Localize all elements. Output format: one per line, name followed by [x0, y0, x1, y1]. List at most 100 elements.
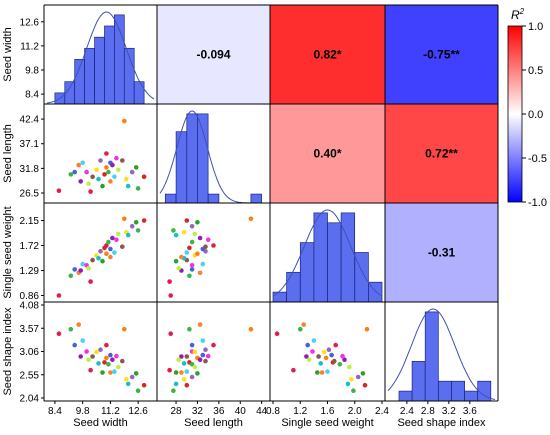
correlation-value: 0.40* — [313, 147, 341, 161]
scatter-point — [135, 228, 141, 233]
scatter-point — [88, 279, 93, 284]
scatter-point — [195, 251, 200, 256]
scatter-point — [197, 235, 203, 241]
scatter-point — [306, 357, 312, 363]
correlation-value: -0.094 — [196, 48, 230, 62]
y-tick-label: 3.06 — [20, 347, 40, 358]
scatter-point — [362, 382, 368, 388]
scatter-point — [211, 342, 216, 348]
y-tick-label: 9.8 — [25, 66, 39, 77]
scatter-point — [106, 169, 111, 175]
scatter-point — [319, 370, 325, 375]
scatter-point — [76, 162, 81, 168]
colorbar-tick-label: 0.5 — [528, 65, 543, 77]
y-axis-1: 8.4 9.8 11.2 12.6 Seed width — [2, 17, 44, 101]
scatter-point — [114, 353, 119, 359]
scatter-point — [78, 268, 83, 273]
scatter-point — [342, 357, 347, 363]
scatter-point — [86, 265, 91, 271]
scatter-point — [96, 255, 101, 261]
scatter-point — [125, 183, 131, 189]
scatter-point — [195, 220, 200, 225]
scatter-point — [96, 361, 101, 366]
scatter-point — [301, 322, 307, 327]
scatter-point — [68, 273, 74, 279]
y-tick-label: 8.4 — [25, 90, 39, 101]
scatter-point — [315, 370, 320, 375]
scatter-point — [200, 352, 206, 358]
colorbar-tick-label: 1.0 — [528, 21, 543, 33]
x-tick-label: 2.0 — [348, 406, 362, 417]
scatter-point — [102, 172, 107, 177]
histogram-bar — [438, 380, 452, 402]
x-tick-label: 3.2 — [442, 406, 456, 417]
scatter-point — [76, 322, 81, 327]
scatter-point — [108, 254, 113, 260]
scatter-point — [176, 357, 181, 363]
colorbar-ticks: 1.0 0.5 0.0 -0.5 -1.0 — [522, 21, 547, 209]
scatter-point — [124, 176, 129, 182]
histogram-bar — [250, 193, 262, 204]
scatter-point — [332, 358, 337, 364]
y-tick-label: 1.72 — [20, 241, 40, 252]
scatter-point — [329, 352, 334, 358]
scatter-point — [197, 270, 203, 276]
correlation-value: -0.75** — [423, 48, 460, 62]
histogram-bar — [186, 113, 198, 204]
scatter-point — [200, 261, 206, 267]
scatter-point — [167, 279, 172, 284]
scatter-point — [203, 347, 208, 353]
scatter-point — [94, 349, 99, 355]
scatter-point — [197, 357, 203, 363]
scatter-point — [347, 364, 352, 370]
histogram-bar — [464, 390, 479, 402]
scatter-point — [187, 245, 192, 251]
scatter-point — [135, 186, 141, 191]
scatter-point — [167, 367, 172, 373]
scatter-point — [141, 174, 147, 180]
scatter-point — [78, 354, 83, 359]
y-tick-label: 2.04 — [20, 394, 40, 405]
scatter-point — [133, 220, 139, 225]
scatter-point — [108, 352, 113, 358]
scatter-point — [184, 250, 190, 255]
scatter-panel — [56, 216, 147, 298]
x-tick-label: 2.8 — [421, 406, 435, 417]
density-curve — [272, 209, 383, 297]
histogram-panel — [159, 110, 267, 204]
scatter-point — [72, 342, 77, 348]
y-axis-2: 26.5 31.8 37.1 42.4 Seed length — [2, 115, 44, 200]
scatter-point — [181, 377, 187, 382]
histogram-panel — [46, 11, 155, 105]
x-tick-label: 2.4 — [375, 406, 389, 417]
scatter-point — [116, 364, 121, 370]
scatter-point — [141, 218, 147, 223]
scatter-point — [56, 188, 62, 193]
scatter-point — [200, 338, 206, 343]
scatter-point — [90, 174, 95, 180]
histogram-bar — [313, 212, 328, 303]
scatter-point — [90, 257, 95, 263]
histogram-bar — [398, 390, 413, 402]
correlation-tile — [270, 104, 385, 203]
panel-grid: -0.094 0.82* -0.75** 0.40* 0.72** -0.31 8.4 9.8… — [2, 4, 499, 429]
y-tick-label: 1.29 — [20, 266, 40, 277]
density-curve — [387, 308, 496, 400]
histogram-bar — [272, 291, 287, 303]
y-tick-label: 42.4 — [20, 115, 40, 126]
x-axis-label: Seed shape index — [397, 417, 486, 429]
correlation-tile — [385, 5, 498, 104]
correlation-cell: -0.31 — [385, 203, 498, 302]
scatter-point — [129, 374, 135, 380]
scatter-point — [345, 381, 351, 387]
scatter-point — [120, 158, 125, 163]
x-tick-label: 32 — [192, 406, 204, 417]
colorbar-title: R2 — [511, 7, 525, 22]
density-curve — [46, 11, 155, 104]
scatter-panel — [167, 322, 254, 394]
histogram-bar — [327, 222, 342, 303]
scatter-point — [80, 160, 85, 166]
scatter-point — [305, 342, 311, 348]
